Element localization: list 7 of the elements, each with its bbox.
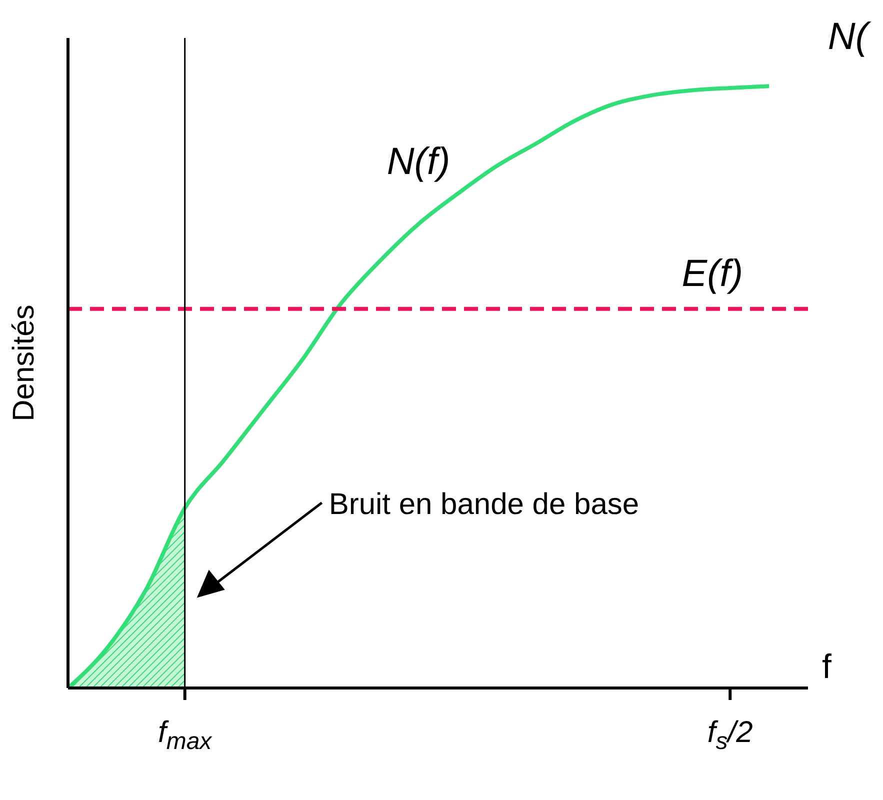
x-axis-title: f xyxy=(822,648,832,687)
y-axis-title: Densités xyxy=(8,304,41,422)
ref-line-label: E(f) xyxy=(682,252,743,295)
annotation: Bruit en bande de base xyxy=(328,488,640,522)
x-tick-label: f$_{max}$ xyxy=(158,716,213,756)
series-label: N(f) xyxy=(386,140,450,183)
x-tick-label: f$_{s}$/2 xyxy=(707,716,754,756)
